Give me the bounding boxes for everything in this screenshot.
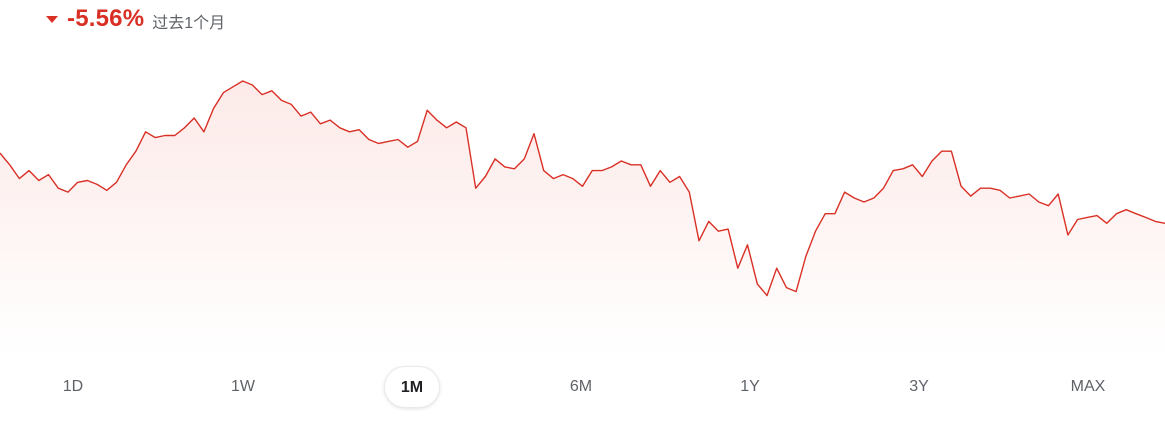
range-tab-1m[interactable]: 1M [384,366,440,408]
range-tab-1y[interactable]: 1Y [740,378,760,395]
range-tab-1w[interactable]: 1W [231,378,255,395]
price-series-line [0,80,1165,297]
price-area-chart [0,80,1165,355]
change-percent: -5.56% [67,5,145,32]
price-area-fill [0,81,1165,355]
down-triangle-icon [46,16,58,23]
range-tab-1d[interactable]: 1D [62,378,84,395]
time-range-selector: 1D 1W 1M 6M 1Y 3Y MAX [0,366,1165,410]
change-summary: -5.56% 过去1个月 [46,2,225,36]
period-label: 过去1个月 [152,15,226,32]
range-tab-3y[interactable]: 3Y [909,378,929,395]
range-tab-max[interactable]: MAX [1070,378,1106,395]
range-tab-6m[interactable]: 6M [569,378,593,395]
